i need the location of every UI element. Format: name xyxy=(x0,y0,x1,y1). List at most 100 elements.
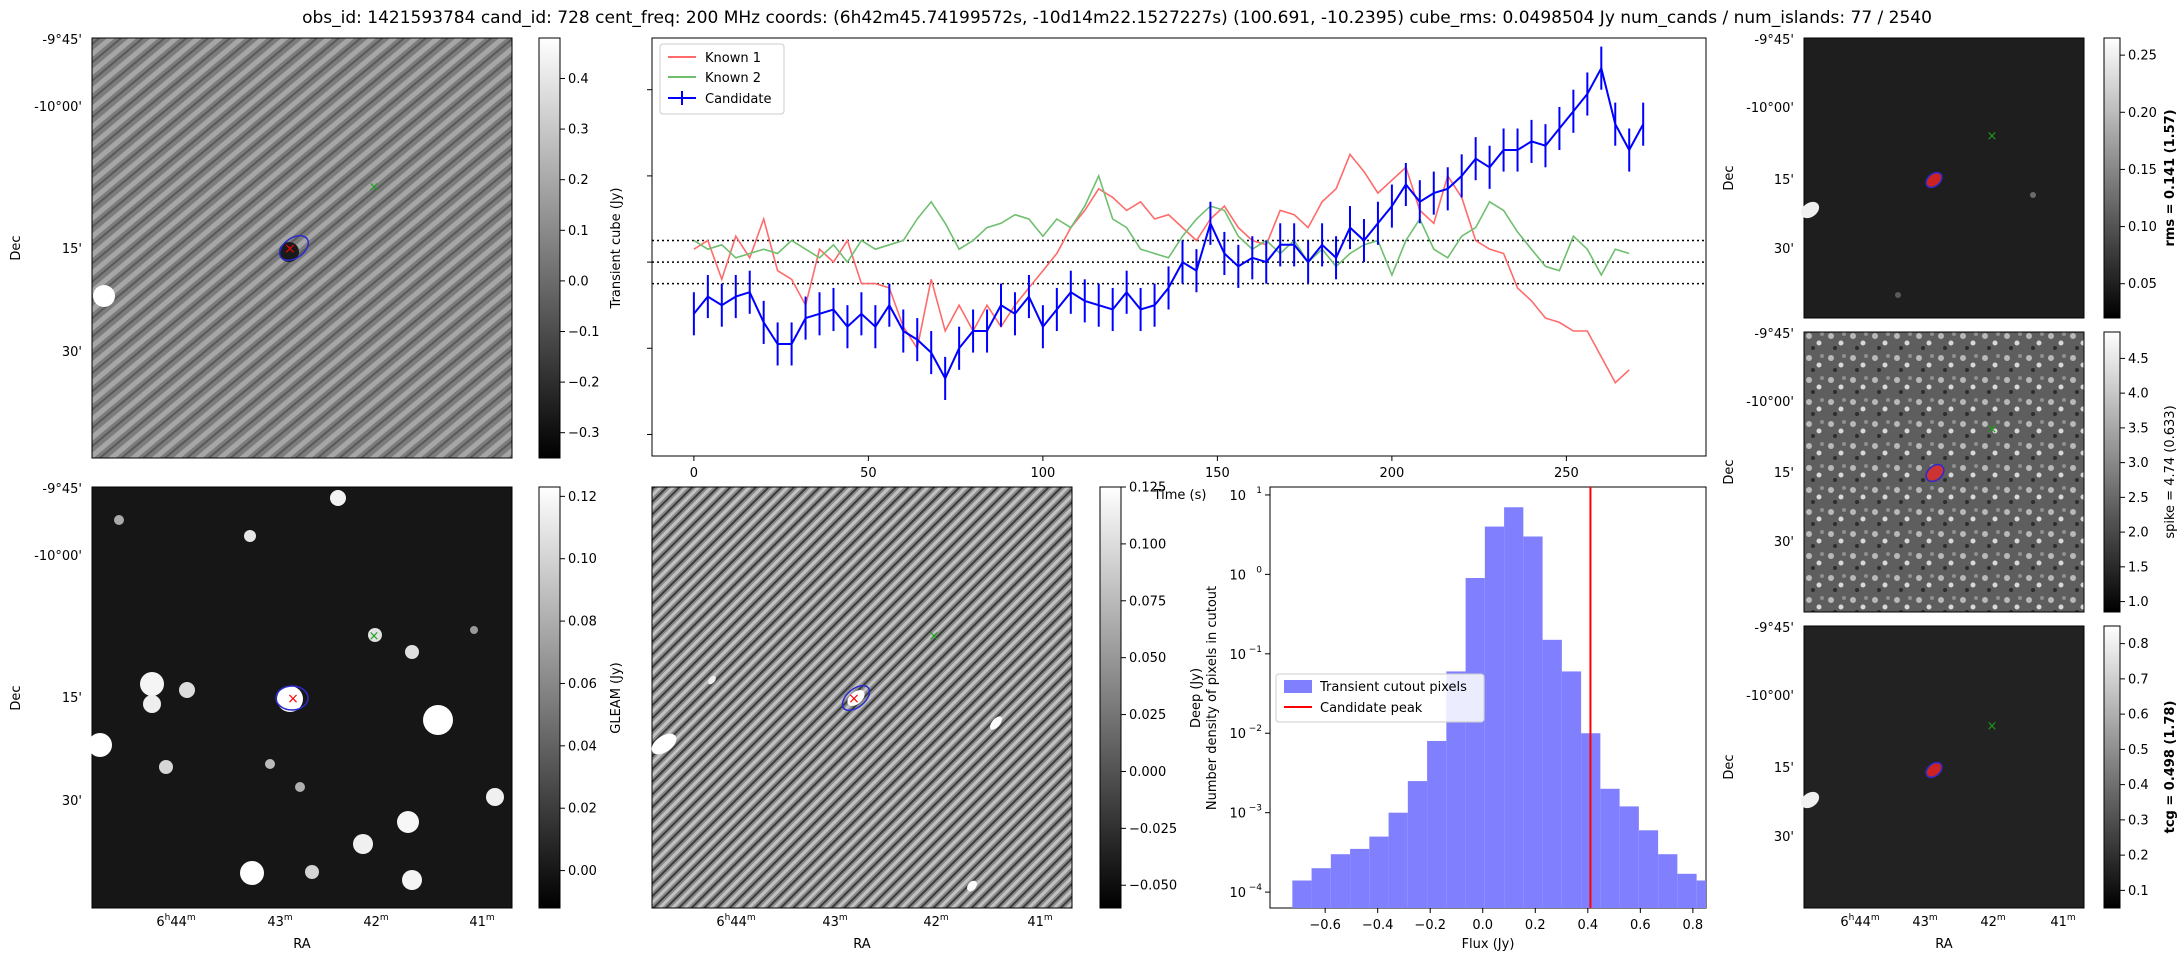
x-tick-label: 0.4 xyxy=(1577,918,1598,933)
x-tick-label: 0.0 xyxy=(1472,918,1493,933)
dec-tick-label: -9°45' xyxy=(1754,33,1794,48)
ra-tick-label: 43m xyxy=(1912,913,1937,930)
histogram-bar xyxy=(1350,848,1370,908)
dec-tick-label: -9°45' xyxy=(1754,327,1794,342)
histogram-bar xyxy=(1658,854,1678,908)
colorbar-ticks: 0.12 0.10 0.08 0.06 0.04 0.02 0.00 xyxy=(560,490,597,879)
dec-tick-label: 15' xyxy=(62,242,82,257)
y-tick-exponent: −2 xyxy=(1249,724,1262,734)
colorbar-tick-label: 3.0 xyxy=(2128,456,2149,471)
dec-tick-label: 30' xyxy=(62,345,82,360)
y-tick-exponent: −1 xyxy=(1249,645,1262,655)
x-tick-label: 0.6 xyxy=(1630,918,1651,933)
colorbar-ticks: 0.125 0.100 0.075 0.050 0.025 0.000 −0.025 −0.0… xyxy=(1121,481,1177,894)
dec-tick-label: 15' xyxy=(1774,761,1794,776)
dec-axis-label: Dec xyxy=(1722,459,1737,484)
dec-tick-label: -10°00' xyxy=(34,549,82,564)
colorbar-ticks: 0.25 0.20 0.15 0.10 0.05 xyxy=(2120,49,2157,292)
ra-tick-label: 43m xyxy=(822,913,847,930)
colorbar-tick-label: −0.050 xyxy=(1129,879,1177,894)
ra-tick-label: 42m xyxy=(1980,913,2005,930)
known-source-marker: × xyxy=(369,629,380,644)
transient-image xyxy=(91,37,513,459)
ra-ticks: 6h44m 43m 42m 41m xyxy=(156,913,494,930)
known-source-marker: × xyxy=(1987,719,1998,734)
colorbar-tick-label: 0.10 xyxy=(2128,220,2157,235)
colorbar-tick-label: 0.125 xyxy=(1129,481,1166,496)
rms-panel: × -9°45' -10°00' 15' 30' Dec 0.25 0.20 0.1… xyxy=(1722,33,2178,319)
dec-tick-label: 30' xyxy=(1774,830,1794,845)
legend-label-candidate: Candidate xyxy=(705,92,771,107)
colorbar-label: tcg = 0.498 (1.78) xyxy=(2163,701,2178,834)
colorbar-tick-label: −0.025 xyxy=(1129,822,1177,837)
lightcurve-y-ticks xyxy=(647,89,652,435)
ra-axis-label: RA xyxy=(293,937,311,952)
candidate-marker: × xyxy=(848,691,860,707)
colorbar-tick-label: 0.3 xyxy=(2128,813,2149,828)
known-line xyxy=(693,152,1630,384)
colorbar-ticks: 0.8 0.7 0.6 0.5 0.4 0.3 0.2 0.1 xyxy=(2120,637,2149,899)
colorbar-tick-label: 3.5 xyxy=(2128,421,2149,436)
histogram-bar xyxy=(1542,639,1562,908)
colorbar-tick-label: −0.3 xyxy=(568,426,600,441)
colorbar-tick-label: 0.075 xyxy=(1129,594,1166,609)
colorbar-tick-label: 0.10 xyxy=(568,552,597,567)
y-tick-exponent: 1 xyxy=(1256,486,1262,496)
colorbar-tick-label: 0.025 xyxy=(1129,708,1166,723)
histogram-xlabel: Flux (Jy) xyxy=(1462,937,1515,952)
dec-tick-label: -9°45' xyxy=(42,33,82,48)
dec-tick-label: -9°45' xyxy=(1754,621,1794,636)
ra-tick-label: 6h44m xyxy=(1840,913,1879,930)
colorbar-tick-label: 1.0 xyxy=(2128,595,2149,610)
y-tick-exponent: −3 xyxy=(1249,804,1262,814)
ra-axis-label: RA xyxy=(1935,937,1953,952)
dec-tick-label: -10°00' xyxy=(1746,689,1794,704)
dec-tick-label: -10°00' xyxy=(34,100,82,115)
colorbar-tick-label: 0.2 xyxy=(568,173,589,188)
known-line xyxy=(693,173,1630,278)
x-tick-label: −0.6 xyxy=(1309,918,1341,933)
histogram-bar xyxy=(1523,536,1543,908)
legend-label-known2: Known 2 xyxy=(705,71,761,86)
colorbar-tick-label: 0.04 xyxy=(568,739,597,754)
dec-tick-label: -10°00' xyxy=(1746,101,1794,116)
bright-streak xyxy=(708,675,716,685)
colorbar-label: spike = 4.74 (0.633) xyxy=(2163,405,2178,538)
candidate-contour xyxy=(1925,761,1943,779)
colorbar-tick-label: −0.2 xyxy=(568,376,600,391)
colorbar xyxy=(1099,486,1122,909)
dec-tick-label: 30' xyxy=(1774,535,1794,550)
candidate-contour xyxy=(275,685,309,711)
ra-tick-label: 41m xyxy=(469,913,494,930)
bright-source-edge xyxy=(1800,791,1820,809)
histogram-bar xyxy=(1311,868,1331,908)
x-tick-label: 150 xyxy=(1205,466,1230,481)
x-tick-label: −0.4 xyxy=(1362,918,1394,933)
faint-source xyxy=(2030,192,2036,198)
tcg-panel: × -9°45' -10°00' 15' 30' Dec 6h44m 43m 4… xyxy=(1722,621,2178,952)
dark-blob xyxy=(279,242,299,262)
histogram-bar xyxy=(1677,873,1697,908)
colorbar-tick-label: 0.7 xyxy=(2128,672,2149,687)
colorbar-tick-label: 0.1 xyxy=(2128,884,2149,899)
colorbar-tick-label: 0.20 xyxy=(2128,106,2157,121)
known-source-marker: × xyxy=(1987,129,1998,144)
dec-axis-label: Dec xyxy=(9,235,24,260)
legend-label-peak: Candidate peak xyxy=(1320,701,1423,716)
histogram-bars xyxy=(1292,507,1706,908)
histogram-bar xyxy=(1561,671,1582,908)
x-tick-label: 0 xyxy=(690,466,698,481)
x-tick-label: 50 xyxy=(860,466,877,481)
candidate-source xyxy=(847,690,865,706)
rms-image xyxy=(1803,37,2085,319)
y-tick-label: 10 xyxy=(1229,489,1246,504)
legend-label-hist: Transient cutout pixels xyxy=(1319,680,1467,695)
colorbar-tick-label: 0.4 xyxy=(2128,778,2149,793)
dec-tick-label: 30' xyxy=(62,794,82,809)
colorbar-tick-label: 0.000 xyxy=(1129,765,1166,780)
colorbar xyxy=(538,37,561,459)
ra-tick-label: 6h44m xyxy=(156,913,195,930)
histogram-bar xyxy=(1292,880,1312,908)
dec-tick-label: 30' xyxy=(1774,242,1794,257)
